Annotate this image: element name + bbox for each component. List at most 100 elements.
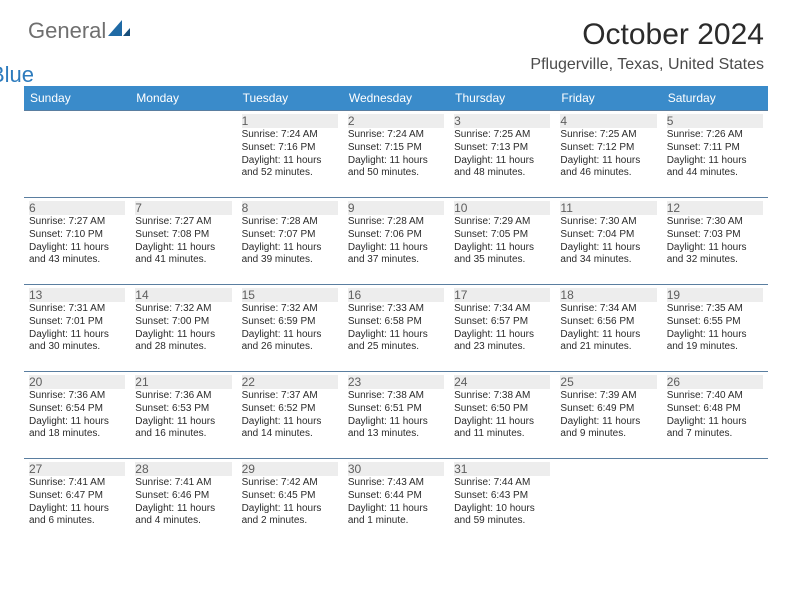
day-number: 20 <box>29 375 125 389</box>
logo: General Blue <box>28 18 128 70</box>
day-info: Sunrise: 7:41 AMSunset: 6:46 PMDaylight:… <box>135 477 231 528</box>
day-number: 10 <box>454 201 550 215</box>
day-info: Sunrise: 7:24 AMSunset: 7:16 PMDaylight:… <box>242 129 338 180</box>
day-cell: 8Sunrise: 7:28 AMSunset: 7:07 PMDaylight… <box>237 198 343 285</box>
day-cell: 22Sunrise: 7:37 AMSunset: 6:52 PMDayligh… <box>237 372 343 459</box>
day-cell: 12Sunrise: 7:30 AMSunset: 7:03 PMDayligh… <box>662 198 768 285</box>
day-cell: 3Sunrise: 7:25 AMSunset: 7:13 PMDaylight… <box>449 111 555 198</box>
day-info: Sunrise: 7:43 AMSunset: 6:44 PMDaylight:… <box>348 477 444 528</box>
day-info: Sunrise: 7:35 AMSunset: 6:55 PMDaylight:… <box>667 303 763 354</box>
calendar-body: 1Sunrise: 7:24 AMSunset: 7:16 PMDaylight… <box>24 111 768 546</box>
day-info: Sunrise: 7:33 AMSunset: 6:58 PMDaylight:… <box>348 303 444 354</box>
day-number: 17 <box>454 288 550 302</box>
week-row: 1Sunrise: 7:24 AMSunset: 7:16 PMDaylight… <box>24 111 768 198</box>
day-cell: 26Sunrise: 7:40 AMSunset: 6:48 PMDayligh… <box>662 372 768 459</box>
day-info: Sunrise: 7:41 AMSunset: 6:47 PMDaylight:… <box>29 477 125 528</box>
day-cell: 2Sunrise: 7:24 AMSunset: 7:15 PMDaylight… <box>343 111 449 198</box>
day-cell: 18Sunrise: 7:34 AMSunset: 6:56 PMDayligh… <box>555 285 661 372</box>
day-info: Sunrise: 7:27 AMSunset: 7:10 PMDaylight:… <box>29 216 125 267</box>
day-info: Sunrise: 7:38 AMSunset: 6:50 PMDaylight:… <box>454 390 550 441</box>
day-cell: 17Sunrise: 7:34 AMSunset: 6:57 PMDayligh… <box>449 285 555 372</box>
day-cell: 20Sunrise: 7:36 AMSunset: 6:54 PMDayligh… <box>24 372 130 459</box>
day-cell: 30Sunrise: 7:43 AMSunset: 6:44 PMDayligh… <box>343 459 449 546</box>
day-info: Sunrise: 7:36 AMSunset: 6:53 PMDaylight:… <box>135 390 231 441</box>
day-cell: 31Sunrise: 7:44 AMSunset: 6:43 PMDayligh… <box>449 459 555 546</box>
header: General Blue October 2024 Pflugerville, … <box>0 0 792 78</box>
day-info: Sunrise: 7:32 AMSunset: 6:59 PMDaylight:… <box>242 303 338 354</box>
day-info: Sunrise: 7:25 AMSunset: 7:13 PMDaylight:… <box>454 129 550 180</box>
day-cell: 15Sunrise: 7:32 AMSunset: 6:59 PMDayligh… <box>237 285 343 372</box>
week-row: 27Sunrise: 7:41 AMSunset: 6:47 PMDayligh… <box>24 459 768 546</box>
dow-cell: Monday <box>130 86 236 111</box>
day-info: Sunrise: 7:32 AMSunset: 7:00 PMDaylight:… <box>135 303 231 354</box>
day-info: Sunrise: 7:29 AMSunset: 7:05 PMDaylight:… <box>454 216 550 267</box>
day-number: 12 <box>667 201 763 215</box>
day-cell: 24Sunrise: 7:38 AMSunset: 6:50 PMDayligh… <box>449 372 555 459</box>
day-number: 30 <box>348 462 444 476</box>
day-number: 13 <box>29 288 125 302</box>
empty-cell <box>130 111 236 198</box>
day-info: Sunrise: 7:30 AMSunset: 7:04 PMDaylight:… <box>560 216 656 267</box>
day-info: Sunrise: 7:42 AMSunset: 6:45 PMDaylight:… <box>242 477 338 528</box>
day-number: 11 <box>560 201 656 215</box>
day-info: Sunrise: 7:25 AMSunset: 7:12 PMDaylight:… <box>560 129 656 180</box>
day-info: Sunrise: 7:24 AMSunset: 7:15 PMDaylight:… <box>348 129 444 180</box>
day-number: 16 <box>348 288 444 302</box>
day-number: 6 <box>29 201 125 215</box>
empty-cell <box>555 459 661 546</box>
dow-cell: Saturday <box>662 86 768 111</box>
week-row: 13Sunrise: 7:31 AMSunset: 7:01 PMDayligh… <box>24 285 768 372</box>
dow-cell: Friday <box>555 86 661 111</box>
day-cell: 16Sunrise: 7:33 AMSunset: 6:58 PMDayligh… <box>343 285 449 372</box>
logo-text-blue: Blue <box>0 62 34 87</box>
day-number: 2 <box>348 114 444 128</box>
day-cell: 5Sunrise: 7:26 AMSunset: 7:11 PMDaylight… <box>662 111 768 198</box>
day-number: 3 <box>454 114 550 128</box>
day-info: Sunrise: 7:37 AMSunset: 6:52 PMDaylight:… <box>242 390 338 441</box>
day-number: 7 <box>135 201 231 215</box>
day-cell: 11Sunrise: 7:30 AMSunset: 7:04 PMDayligh… <box>555 198 661 285</box>
day-info: Sunrise: 7:26 AMSunset: 7:11 PMDaylight:… <box>667 129 763 180</box>
calendar: SundayMondayTuesdayWednesdayThursdayFrid… <box>24 86 768 546</box>
day-number: 26 <box>667 375 763 389</box>
dow-cell: Wednesday <box>343 86 449 111</box>
day-cell: 6Sunrise: 7:27 AMSunset: 7:10 PMDaylight… <box>24 198 130 285</box>
dow-cell: Tuesday <box>237 86 343 111</box>
day-cell: 13Sunrise: 7:31 AMSunset: 7:01 PMDayligh… <box>24 285 130 372</box>
day-number: 28 <box>135 462 231 476</box>
empty-cell <box>24 111 130 198</box>
logo-sail-icon <box>108 20 130 40</box>
day-cell: 21Sunrise: 7:36 AMSunset: 6:53 PMDayligh… <box>130 372 236 459</box>
dow-cell: Thursday <box>449 86 555 111</box>
day-number: 14 <box>135 288 231 302</box>
day-cell: 28Sunrise: 7:41 AMSunset: 6:46 PMDayligh… <box>130 459 236 546</box>
day-info: Sunrise: 7:28 AMSunset: 7:06 PMDaylight:… <box>348 216 444 267</box>
day-of-week-row: SundayMondayTuesdayWednesdayThursdayFrid… <box>24 86 768 111</box>
location: Pflugerville, Texas, United States <box>530 56 764 74</box>
day-number: 21 <box>135 375 231 389</box>
day-info: Sunrise: 7:40 AMSunset: 6:48 PMDaylight:… <box>667 390 763 441</box>
day-info: Sunrise: 7:39 AMSunset: 6:49 PMDaylight:… <box>560 390 656 441</box>
week-row: 6Sunrise: 7:27 AMSunset: 7:10 PMDaylight… <box>24 198 768 285</box>
day-info: Sunrise: 7:34 AMSunset: 6:57 PMDaylight:… <box>454 303 550 354</box>
day-number: 23 <box>348 375 444 389</box>
day-number: 19 <box>667 288 763 302</box>
day-number: 4 <box>560 114 656 128</box>
day-cell: 19Sunrise: 7:35 AMSunset: 6:55 PMDayligh… <box>662 285 768 372</box>
week-row: 20Sunrise: 7:36 AMSunset: 6:54 PMDayligh… <box>24 372 768 459</box>
empty-cell <box>662 459 768 546</box>
day-info: Sunrise: 7:34 AMSunset: 6:56 PMDaylight:… <box>560 303 656 354</box>
day-info: Sunrise: 7:30 AMSunset: 7:03 PMDaylight:… <box>667 216 763 267</box>
day-cell: 25Sunrise: 7:39 AMSunset: 6:49 PMDayligh… <box>555 372 661 459</box>
day-info: Sunrise: 7:31 AMSunset: 7:01 PMDaylight:… <box>29 303 125 354</box>
day-number: 29 <box>242 462 338 476</box>
title-block: October 2024 Pflugerville, Texas, United… <box>530 18 764 74</box>
day-number: 24 <box>454 375 550 389</box>
day-cell: 14Sunrise: 7:32 AMSunset: 7:00 PMDayligh… <box>130 285 236 372</box>
logo-text-general: General <box>28 18 106 43</box>
day-number: 5 <box>667 114 763 128</box>
day-number: 31 <box>454 462 550 476</box>
day-number: 8 <box>242 201 338 215</box>
day-number: 25 <box>560 375 656 389</box>
day-cell: 4Sunrise: 7:25 AMSunset: 7:12 PMDaylight… <box>555 111 661 198</box>
